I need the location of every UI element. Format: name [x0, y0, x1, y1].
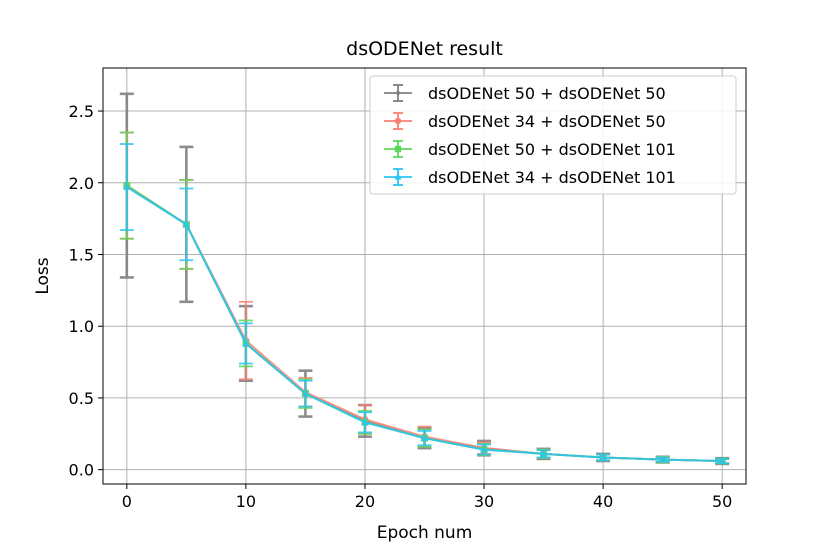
series-line [126, 184, 723, 463]
series-line [126, 184, 723, 463]
data-point [122, 182, 131, 190]
y-tick-label: 0.0 [69, 461, 94, 480]
axis-ticks: 0 10 20 30 40 50 0.0 0.5 1.0 1.5 2.0 2.5 [69, 102, 733, 511]
x-tick-label: 10 [236, 492, 256, 511]
legend-item: dsODENet 50 + dsODENet 101 [384, 140, 676, 159]
legend: dsODENet 50 + dsODENet 50 dsODENet 34 + d… [369, 75, 737, 195]
data-point [361, 418, 369, 426]
y-tick-label: 0.5 [69, 389, 94, 408]
legend-box [369, 75, 737, 195]
data-point [301, 389, 310, 397]
data-point [394, 117, 402, 125]
legend-label: dsODENet 50 + dsODENet 50 [428, 84, 666, 103]
y-tick-label: 2.5 [69, 102, 94, 121]
chart-title: dsODENet result [346, 38, 503, 60]
y-tick-label: 1.5 [69, 245, 94, 264]
data-point [182, 220, 191, 228]
data-point [395, 89, 401, 97]
y-tick-label: 2.0 [69, 174, 94, 193]
data-point [658, 455, 667, 463]
data-point [718, 456, 727, 464]
data-point [599, 453, 607, 461]
legend-item: dsODENet 50 + dsODENet 50 [384, 84, 666, 103]
series-layer [119, 92, 730, 466]
x-tick-label: 0 [122, 492, 132, 511]
legend-item: dsODENet 34 + dsODENet 101 [384, 168, 676, 187]
data-point [394, 145, 402, 153]
y-axis-label: Loss [33, 257, 53, 294]
data-point [242, 339, 250, 347]
x-tick-label: 30 [474, 492, 494, 511]
plot-area-frame [102, 67, 747, 485]
x-tick-label: 50 [712, 492, 732, 511]
legend-item: dsODENet 34 + dsODENet 50 [384, 112, 666, 131]
x-axis-label: Epoch num [377, 523, 473, 543]
x-tick-label: 40 [593, 492, 613, 511]
legend-label: dsODENet 34 + dsODENet 50 [428, 112, 666, 131]
data-point [420, 433, 429, 441]
series-4 [119, 143, 730, 465]
data-point [480, 445, 488, 453]
data-point [539, 449, 548, 457]
legend-label: dsODENet 34 + dsODENet 101 [428, 168, 676, 187]
x-tick-label: 20 [355, 492, 375, 511]
legend-label: dsODENet 50 + dsODENet 101 [428, 140, 676, 159]
series-line [126, 186, 723, 463]
y-tick-label: 1.0 [69, 317, 94, 336]
series-line [126, 184, 723, 463]
data-point [394, 173, 402, 180]
